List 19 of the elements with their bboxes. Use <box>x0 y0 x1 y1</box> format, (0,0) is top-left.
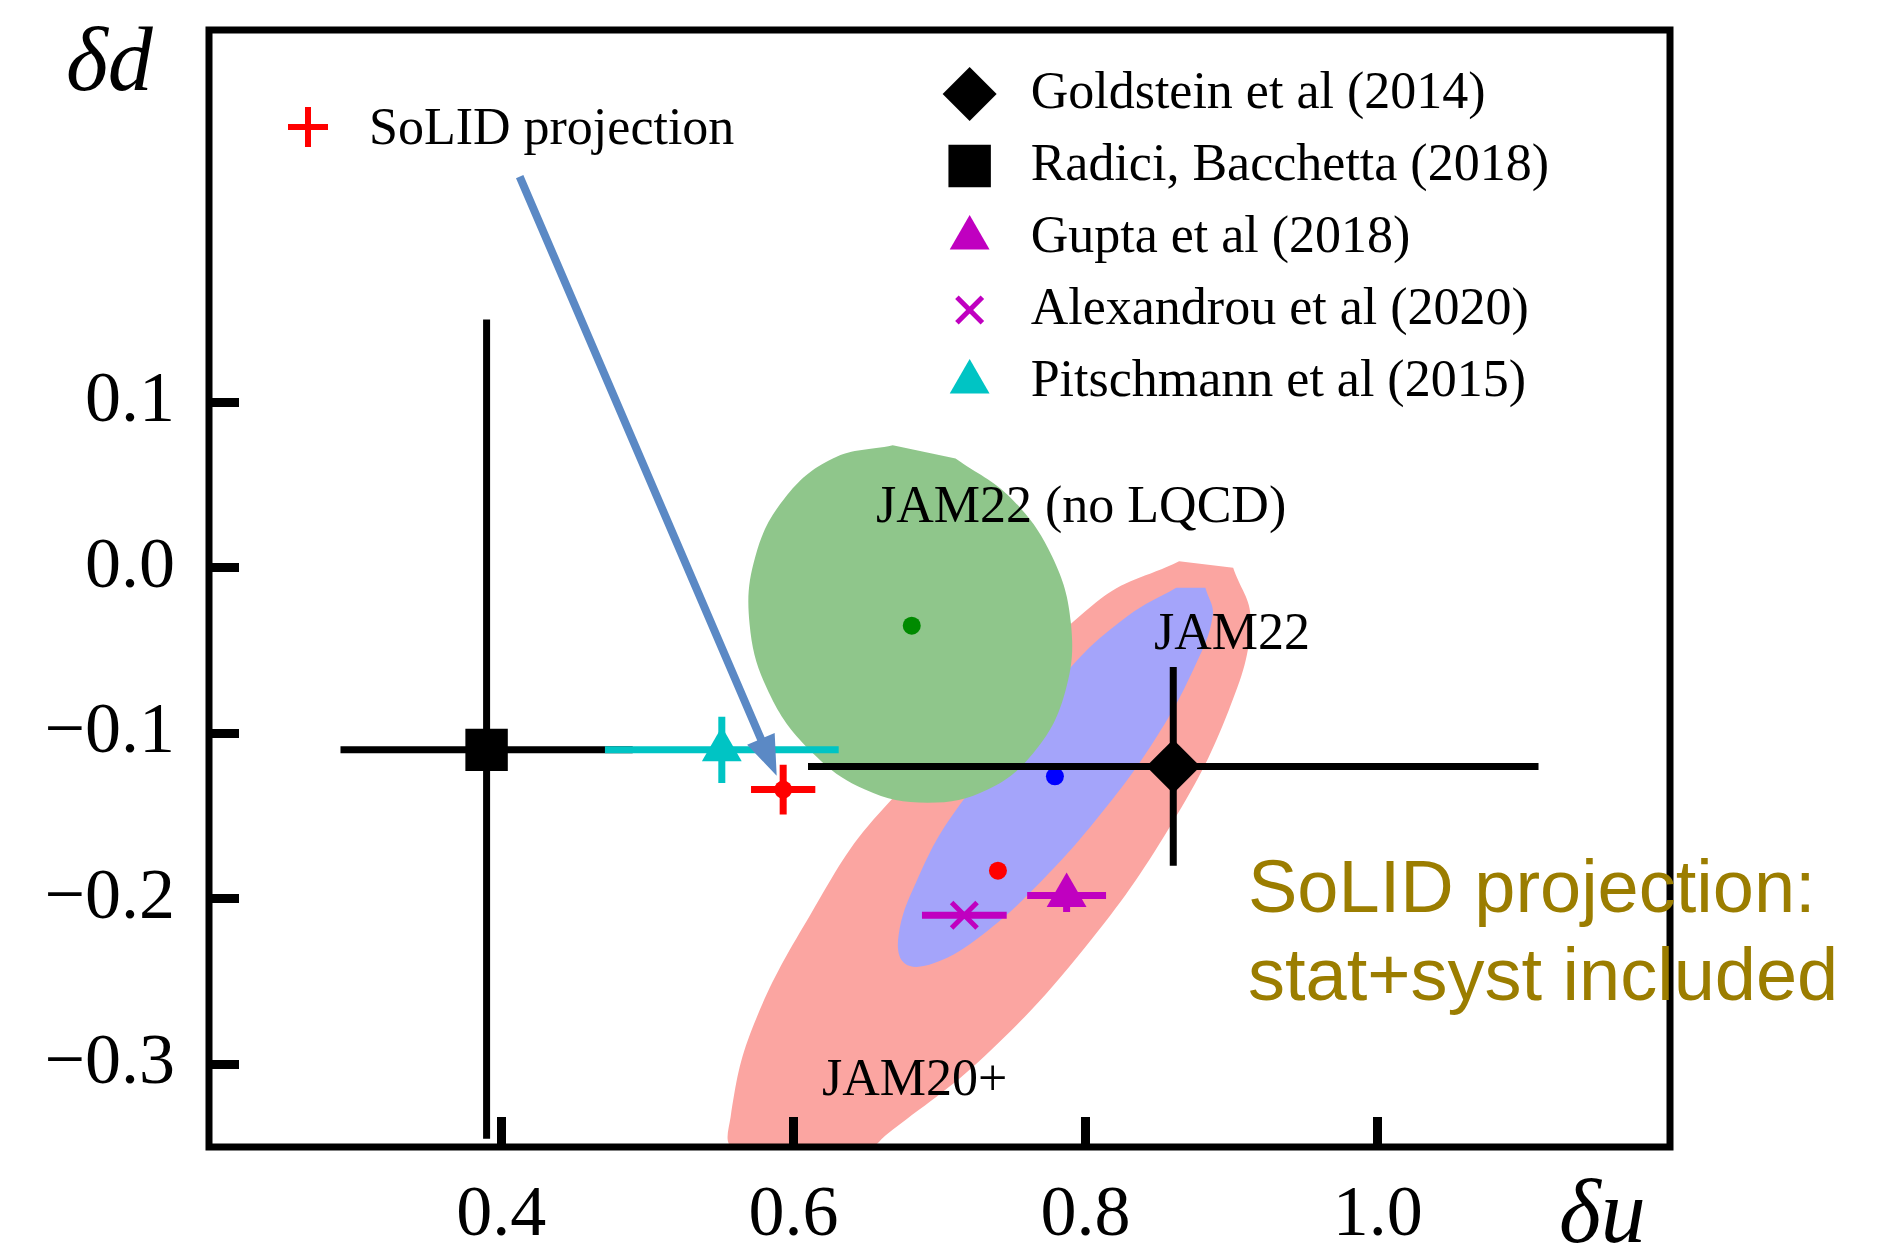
x-tick-label: 0.6 <box>748 1171 839 1252</box>
legend-label: Radici, Bacchetta (2018) <box>1030 133 1550 192</box>
y-tick-label: −0.1 <box>44 688 175 769</box>
x-axis-title: δu <box>1559 1162 1646 1256</box>
y-tick-label: −0.2 <box>44 853 175 934</box>
legend-label: Goldstein et al (2014) <box>1030 61 1486 120</box>
x-tick-label: 0.4 <box>456 1171 547 1252</box>
y-tick-label: 0.0 <box>85 522 175 603</box>
legend-label: Pitschmann et al (2015) <box>1030 349 1527 408</box>
y-tick-label: 0.1 <box>85 357 175 438</box>
y-axis-title: δd <box>66 10 154 109</box>
x-tick-label: 0.8 <box>1040 1171 1131 1252</box>
annotation: JAM20+ <box>822 1048 1008 1108</box>
annotation: JAM22 <box>1154 602 1311 662</box>
annotation: SoLID projection <box>369 97 735 157</box>
y-tick-label: −0.3 <box>44 1019 175 1100</box>
x-tick-label: 1.0 <box>1332 1171 1423 1252</box>
legend-label: Gupta et al (2018) <box>1030 205 1411 264</box>
legend-label: Alexandrou et al (2020) <box>1030 277 1529 336</box>
